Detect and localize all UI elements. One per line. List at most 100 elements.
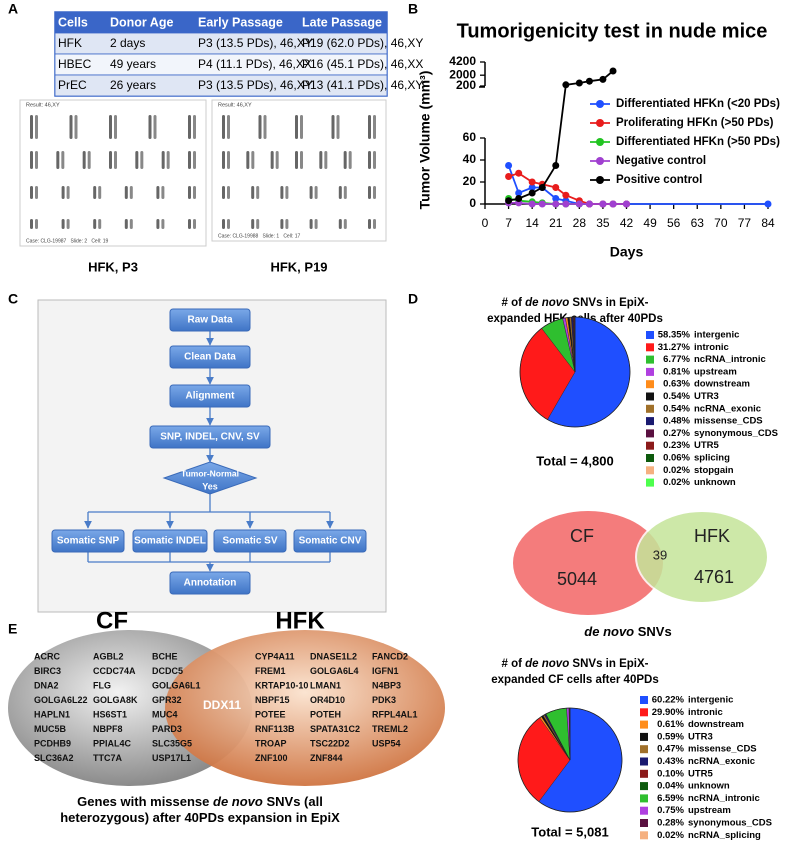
data-point <box>552 195 560 202</box>
legend-swatch <box>646 478 654 487</box>
legend-swatch <box>646 331 654 339</box>
chromosome <box>35 115 38 139</box>
venn-caption-part: SNVs (all <box>263 794 323 809</box>
legend-label: ncRNA_exonic <box>688 756 755 767</box>
legend-value: 60.22% <box>652 695 685 706</box>
gene-name: SPATA31C2 <box>310 724 360 734</box>
chromosome <box>109 151 112 169</box>
gene-name: PARD3 <box>152 724 182 734</box>
x-tick-label: 21 <box>549 216 563 230</box>
pie-title-part: SNVs in EpiX- <box>569 297 648 309</box>
chromosome <box>148 115 152 139</box>
chromosome <box>285 219 289 229</box>
venn-hfk-genes <box>165 630 445 786</box>
legend-label: upstream <box>688 805 731 816</box>
legend-label: intronic <box>688 707 723 718</box>
process-node <box>169 345 251 369</box>
gene-name: POTEE <box>255 709 286 719</box>
legend-label: ncRNA_intronic <box>694 354 766 365</box>
branch-label: Yes <box>202 481 218 491</box>
chromosome <box>222 219 225 229</box>
karyotype-frame <box>19 99 207 247</box>
table-cell: P16 (45.1 PDs), 46,XX <box>302 57 423 71</box>
node-label: Tumor-Normal <box>181 468 239 478</box>
data-point <box>538 184 546 191</box>
gene-name: PPIAL4C <box>93 738 132 748</box>
chromosome <box>309 186 313 199</box>
venn-count: 5044 <box>557 569 597 589</box>
panel-label: A <box>8 1 18 17</box>
chromosome <box>161 219 165 229</box>
x-tick-label: 70 <box>714 216 728 230</box>
chromosome <box>61 186 65 199</box>
legend-label: synonymous_CDS <box>688 818 772 829</box>
venn-title: CF <box>96 607 128 634</box>
chromosome <box>368 151 371 169</box>
legend-marker <box>596 138 604 146</box>
chromosome <box>275 151 279 169</box>
venn-title: HFK <box>275 607 325 634</box>
data-point <box>505 197 513 205</box>
chromosome <box>368 186 371 199</box>
decision-node <box>162 461 258 495</box>
chromosome <box>193 219 196 229</box>
legend-value: 0.43% <box>657 756 684 767</box>
gene-name: AGBL2 <box>93 651 124 661</box>
legend-value: 0.02% <box>663 477 690 488</box>
data-point <box>562 200 570 208</box>
venn-count: 4761 <box>694 567 734 587</box>
legend-swatch <box>646 392 654 401</box>
data-point <box>552 200 560 208</box>
chromosome <box>124 186 128 199</box>
legend-value: 0.28% <box>657 818 684 829</box>
y-tick-label: 200 <box>456 78 476 92</box>
node-label: Somatic SNP <box>57 536 120 547</box>
legend-swatch <box>640 806 648 815</box>
pie-title-part: expanded CF cells after 40PDs <box>491 674 658 686</box>
karyotype-frame <box>211 99 387 242</box>
legend-label: downstream <box>694 379 750 390</box>
gene-name: ACRC <box>34 651 60 661</box>
data-point <box>505 173 513 180</box>
data-point <box>505 162 513 169</box>
chromosome <box>74 115 78 139</box>
process-node <box>169 308 251 332</box>
y-tick-label: 60 <box>463 130 477 144</box>
chromosome <box>82 151 86 169</box>
table-cell: HBEC <box>58 57 92 71</box>
table-cell: P19 (62.0 PDs), 46,XY <box>302 36 423 50</box>
gene-name: PDK3 <box>372 695 396 705</box>
chromosome <box>166 151 170 169</box>
chromosome <box>30 186 33 199</box>
table-cell: 49 years <box>110 57 156 71</box>
gene-name: GOLGA8K <box>93 695 138 705</box>
chromosome <box>314 219 318 229</box>
panel-label: B <box>408 1 418 17</box>
chromosome <box>368 219 371 229</box>
legend-value: 6.59% <box>657 793 684 804</box>
data-point <box>623 200 630 208</box>
chromosome <box>373 186 376 199</box>
chromosome <box>300 151 303 169</box>
data-point <box>764 200 772 208</box>
node-label: Somatic INDEL <box>134 536 206 547</box>
legend-label: UTR3 <box>688 731 713 742</box>
chromosome <box>338 186 342 199</box>
chromosome <box>35 219 38 229</box>
data-point <box>528 200 536 208</box>
venn-label: CF <box>570 526 594 546</box>
process-node <box>51 529 125 553</box>
table-cell: P3 (13.5 PDs), 46,XY <box>198 78 313 92</box>
gene-name: GOLGA6L22 <box>34 695 88 705</box>
legend-value: 0.06% <box>663 453 690 464</box>
pie-title-part: de novo <box>525 658 569 670</box>
gene-name: DNASE1L2 <box>310 651 357 661</box>
legend-label: missense_CDS <box>688 744 757 755</box>
gene-name: NBPF15 <box>255 695 290 705</box>
legend-swatch <box>646 429 654 438</box>
gene-name: BCHE <box>152 651 178 661</box>
legend-label: Proliferating HFKn (>50 PDs) <box>616 117 774 129</box>
table-cell: P13 (41.1 PDs), 46,XY <box>302 78 423 92</box>
data-point <box>609 67 617 75</box>
legend-value: 0.75% <box>657 805 684 816</box>
